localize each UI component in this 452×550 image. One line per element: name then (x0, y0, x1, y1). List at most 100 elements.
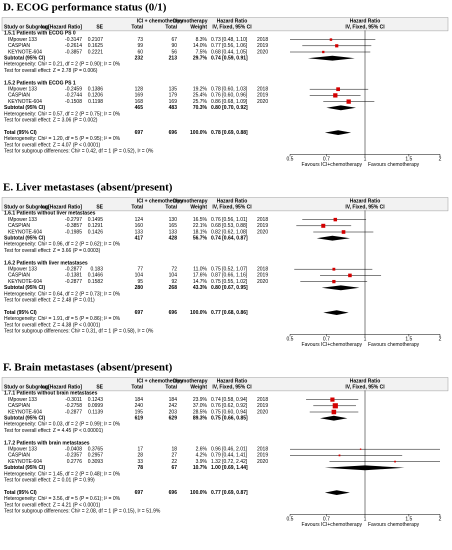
header-column: Total (131, 25, 143, 31)
ici-total: 697 (135, 310, 144, 316)
summary-label: Total (95% CI) (4, 490, 37, 496)
chemo-total: 179 (169, 93, 178, 99)
overall-effect: Test for overall effect: Z = 3.66 (P = 0… (4, 248, 101, 254)
x-tick-label: 1.5 (405, 517, 412, 523)
log-hr: -0.2877 (65, 409, 82, 415)
year: 2018 (257, 37, 268, 43)
diamond (307, 55, 355, 61)
weight: 4.2% (196, 453, 208, 459)
weight: 43.3% (193, 285, 208, 291)
chemo-total: 130 (169, 217, 178, 223)
plot-area (290, 397, 440, 495)
weight: 70.3% (193, 105, 208, 111)
x-tick-label: 0.5 (287, 157, 294, 163)
x-tick-label: 1.5 (405, 157, 412, 163)
panel-title: E. Liver metastases (absent/present) (3, 182, 173, 194)
summary-label: Subtotal (95% CI) (4, 236, 45, 242)
diamond (320, 415, 348, 421)
weight: 100.0% (190, 310, 208, 316)
ici-total: 417 (135, 236, 144, 242)
chemo-total: 242 (169, 403, 178, 409)
header-bg (1, 377, 449, 392)
subgroup-title: 1.7.2 Patients with brain metastases (4, 440, 90, 446)
se: 0.1386 (88, 87, 104, 93)
hazard-ratio: 0.68 [0.53, 0.88] (211, 223, 248, 229)
hazard-ratio: 0.78 [0.69, 0.88] (211, 130, 248, 136)
heterogeneity: Heterogeneity: Chi² = 0.96, df = 2 (P = … (4, 242, 121, 248)
se: 0.3093 (88, 459, 104, 465)
subgroup-differences: Test for subgroup differences: Chi² = 0.… (4, 329, 154, 335)
heterogeneity: Heterogeneity: Chi² = 1.91, df = 5 (P = … (4, 316, 121, 322)
header-bg (1, 17, 449, 32)
ici-total: 78 (137, 465, 143, 471)
study-name: IMpower 133 (8, 87, 37, 93)
hazard-ratio: 0.96 [0.46, 2.01] (211, 447, 248, 453)
year: 2019 (257, 43, 268, 49)
diamond (321, 285, 360, 291)
log-hr: -0.2877 (65, 267, 82, 273)
se: 0.2221 (88, 49, 104, 55)
header-group: Hazard Ratio (217, 378, 248, 384)
ici-total: 104 (135, 273, 144, 279)
study-name: CASPIAN (8, 403, 30, 409)
log-hr: -0.3857 (65, 223, 82, 229)
year: 2020 (257, 229, 268, 235)
weight: 56.7% (193, 236, 208, 242)
header-column: IV, Fixed, 95% CI (212, 205, 252, 211)
year: 2018 (257, 397, 268, 403)
chemo-total: 18 (171, 447, 177, 453)
diamond (324, 465, 405, 471)
x-tick-label: 0.7 (323, 517, 330, 523)
ici-total: 160 (135, 223, 144, 229)
favours-right: Favours chemotherapy (368, 162, 420, 168)
x-tick-label: 1 (364, 517, 367, 523)
overall-effect: Test for overall effect: Z = 4.07 (P < 0… (4, 142, 101, 148)
favours-left: Favours ICI+chemotherapy (302, 342, 363, 348)
year: 2018 (257, 217, 268, 223)
year: 2019 (257, 93, 268, 99)
ici-total: 280 (135, 285, 144, 291)
chemo-total: 169 (169, 99, 178, 105)
ici-total: 619 (135, 416, 144, 422)
chemo-total: 428 (169, 236, 178, 242)
study-marker (346, 99, 351, 104)
header-column: Weight (190, 25, 207, 31)
study-marker (359, 448, 362, 450)
header-column: IV, Fixed, 95% CI (212, 25, 252, 31)
hazard-ratio: 0.74 [0.64, 0.87] (211, 236, 248, 242)
log-hr: -0.1381 (65, 273, 82, 279)
header-column: IV, Fixed, 95% CI (345, 385, 385, 391)
hazard-ratio: 0.76 [0.60, 0.96] (211, 93, 248, 99)
hazard-ratio: 0.77 [0.68, 0.86] (211, 310, 248, 316)
ici-total: 77 (137, 267, 143, 273)
x-tick-label: 0.5 (287, 337, 294, 343)
ici-total: 124 (135, 217, 144, 223)
se: 0.0999 (88, 403, 104, 409)
weight: 3.9% (196, 459, 208, 465)
weight: 25.4% (193, 93, 208, 99)
ici-total: 240 (135, 403, 144, 409)
chemo-total: 696 (169, 310, 178, 316)
study-name: CASPIAN (8, 453, 30, 459)
summary-label: Subtotal (95% CI) (4, 285, 45, 291)
overall-effect: Test for overall effect: Z = 4.38 (P < 0… (4, 322, 101, 328)
x-tick-label: 0.7 (323, 157, 330, 163)
study-name: CASPIAN (8, 273, 30, 279)
overall-effect: Test for overall effect: Z = 2.78 (P = 0… (4, 68, 98, 74)
plot-area (290, 38, 376, 135)
log-hr: -0.3857 (65, 49, 82, 55)
se: 0.1139 (88, 409, 103, 415)
ici-total: 99 (137, 43, 143, 49)
weight: 25.7% (193, 99, 208, 105)
se: 0.1582 (88, 279, 104, 285)
study-name: IMpower 133 (8, 37, 37, 43)
weight: 8.3% (196, 37, 208, 43)
weight: 100.0% (190, 490, 208, 496)
log-hr: -0.2744 (65, 93, 82, 99)
subgroup-title: 1.6.2 Patients with liver metastases (4, 260, 88, 266)
hazard-ratio: 0.82 [0.62, 1.08] (211, 229, 248, 235)
chemo-total: 90 (171, 43, 177, 49)
study-marker (321, 223, 326, 228)
chemo-total: 483 (169, 105, 178, 111)
study-name: CASPIAN (8, 93, 30, 99)
